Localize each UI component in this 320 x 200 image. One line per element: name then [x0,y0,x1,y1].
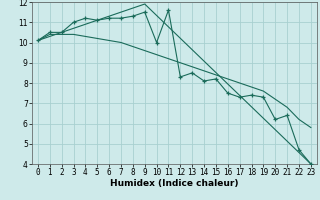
X-axis label: Humidex (Indice chaleur): Humidex (Indice chaleur) [110,179,239,188]
